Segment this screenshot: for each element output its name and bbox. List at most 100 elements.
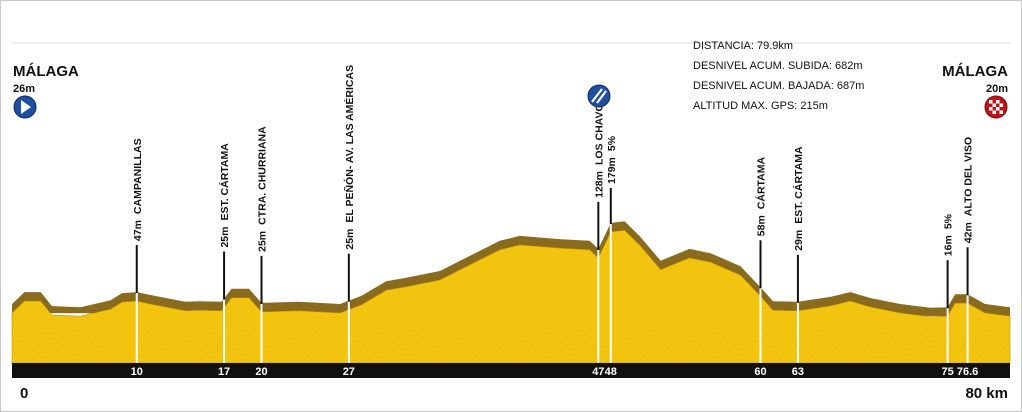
marker-label: 179m 5%	[606, 135, 618, 184]
texture	[701, 339, 703, 341]
finish-altitude: 20m	[986, 83, 1008, 95]
texture	[371, 351, 373, 353]
texture	[313, 337, 315, 339]
texture	[481, 337, 483, 339]
texture	[238, 342, 240, 344]
texture	[162, 348, 164, 350]
texture	[436, 346, 438, 348]
texture	[412, 354, 414, 356]
texture	[279, 345, 281, 347]
texture	[936, 358, 938, 360]
texture	[354, 340, 356, 342]
texture	[350, 352, 352, 354]
texture	[479, 343, 481, 345]
texture	[751, 347, 753, 349]
texture	[518, 352, 520, 354]
texture	[790, 356, 792, 358]
texture	[863, 357, 865, 359]
texture	[61, 337, 63, 339]
texture	[352, 346, 354, 348]
texture	[475, 355, 477, 357]
texture	[322, 342, 324, 344]
texture	[992, 348, 994, 350]
marker-label: 128m LOS CHAVOS	[593, 96, 605, 198]
texture	[106, 358, 108, 360]
texture	[546, 332, 548, 334]
marker-altitude: 47m	[132, 220, 144, 241]
marker-label: 47m CAMPANILLAS	[132, 138, 144, 241]
stat: DESNIVEL ACUM. BAJADA: 687m	[693, 80, 864, 92]
texture	[738, 354, 740, 356]
texture	[876, 350, 878, 352]
texture	[287, 351, 289, 353]
texture	[18, 340, 20, 342]
texture	[37, 345, 39, 347]
texture	[167, 335, 169, 337]
texture	[977, 331, 979, 333]
finish-icon	[984, 95, 1008, 119]
texture	[516, 358, 518, 360]
texture	[755, 335, 757, 337]
texture	[563, 343, 565, 345]
texture	[468, 344, 470, 346]
texture	[367, 333, 369, 335]
texture	[645, 349, 647, 351]
km-label: 27	[343, 366, 355, 378]
texture	[828, 336, 830, 338]
texture	[363, 345, 365, 347]
marker-altitude: 29m	[793, 230, 805, 251]
texture	[389, 331, 391, 333]
texture	[171, 353, 173, 355]
texture	[805, 343, 807, 345]
texture	[542, 344, 544, 346]
texture	[24, 352, 26, 354]
texture	[473, 331, 475, 333]
texture	[503, 335, 505, 337]
texture	[432, 358, 434, 360]
texture	[986, 336, 988, 338]
texture	[787, 333, 789, 335]
summit-icon	[587, 84, 611, 108]
texture	[242, 330, 244, 332]
marker-name: EST. CÁRTAMA	[218, 143, 231, 221]
texture	[499, 347, 501, 349]
texture	[570, 354, 572, 356]
marker-name: CTRA. CHURRIANA	[257, 126, 269, 225]
marker-name: 5%	[606, 135, 618, 151]
texture	[384, 344, 386, 346]
texture	[147, 331, 149, 333]
texture	[89, 347, 91, 349]
texture	[231, 331, 233, 333]
texture	[266, 352, 268, 354]
texture	[878, 344, 880, 346]
texture	[205, 345, 207, 347]
texture	[891, 337, 893, 339]
texture	[302, 338, 304, 340]
texture	[923, 335, 925, 337]
texture	[619, 333, 621, 335]
texture	[44, 356, 46, 358]
texture	[979, 355, 981, 357]
texture	[447, 345, 449, 347]
texture	[423, 353, 425, 355]
texture	[218, 338, 220, 340]
texture	[417, 341, 419, 343]
texture	[656, 348, 658, 350]
texture	[186, 340, 188, 342]
texture	[684, 358, 686, 360]
texture	[615, 345, 617, 347]
texture	[253, 329, 255, 331]
texture	[617, 339, 619, 341]
texture	[865, 351, 867, 353]
texture	[328, 354, 330, 356]
texture	[393, 349, 395, 351]
texture	[932, 340, 934, 342]
texture	[255, 353, 257, 355]
texture	[848, 340, 850, 342]
texture	[259, 341, 261, 343]
axis-end: 80 km	[965, 385, 1008, 402]
texture	[893, 331, 895, 333]
texture	[65, 355, 67, 357]
texture	[630, 332, 632, 334]
texture	[117, 357, 119, 359]
